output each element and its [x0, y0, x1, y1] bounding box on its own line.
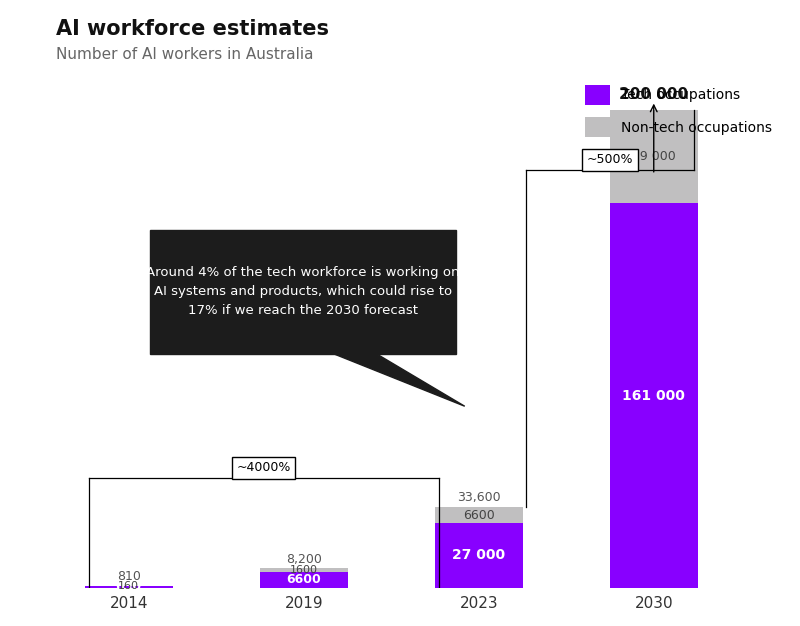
Bar — [85, 586, 173, 588]
Text: 27 000: 27 000 — [452, 548, 506, 562]
FancyBboxPatch shape — [150, 230, 456, 354]
Text: ~500%: ~500% — [586, 153, 634, 167]
Text: 161 000: 161 000 — [622, 389, 685, 403]
Text: 810: 810 — [117, 570, 141, 583]
Text: 6600: 6600 — [286, 573, 321, 587]
Text: 1600: 1600 — [290, 565, 318, 575]
Text: 8,200: 8,200 — [286, 553, 322, 566]
Bar — [610, 110, 698, 203]
Text: ~4000%: ~4000% — [236, 461, 290, 475]
Text: 650: 650 — [116, 580, 142, 593]
Bar — [260, 572, 347, 588]
Text: Around 4% of the tech workforce is working on
AI systems and products, which cou: Around 4% of the tech workforce is worki… — [146, 266, 460, 317]
Text: 200 000: 200 000 — [619, 87, 688, 102]
Polygon shape — [334, 354, 465, 406]
Legend: Tech occupations, Non-tech occupations: Tech occupations, Non-tech occupations — [579, 80, 778, 143]
Text: Number of AI workers in Australia: Number of AI workers in Australia — [56, 47, 314, 62]
Bar — [610, 203, 698, 588]
Bar — [260, 568, 347, 572]
Text: 160: 160 — [118, 581, 139, 591]
Text: 33,600: 33,600 — [457, 491, 501, 504]
Text: AI workforce estimates: AI workforce estimates — [56, 19, 329, 39]
Text: 39 000: 39 000 — [632, 150, 676, 163]
Bar — [435, 508, 522, 523]
Text: 6600: 6600 — [463, 509, 494, 522]
Bar — [435, 523, 522, 588]
